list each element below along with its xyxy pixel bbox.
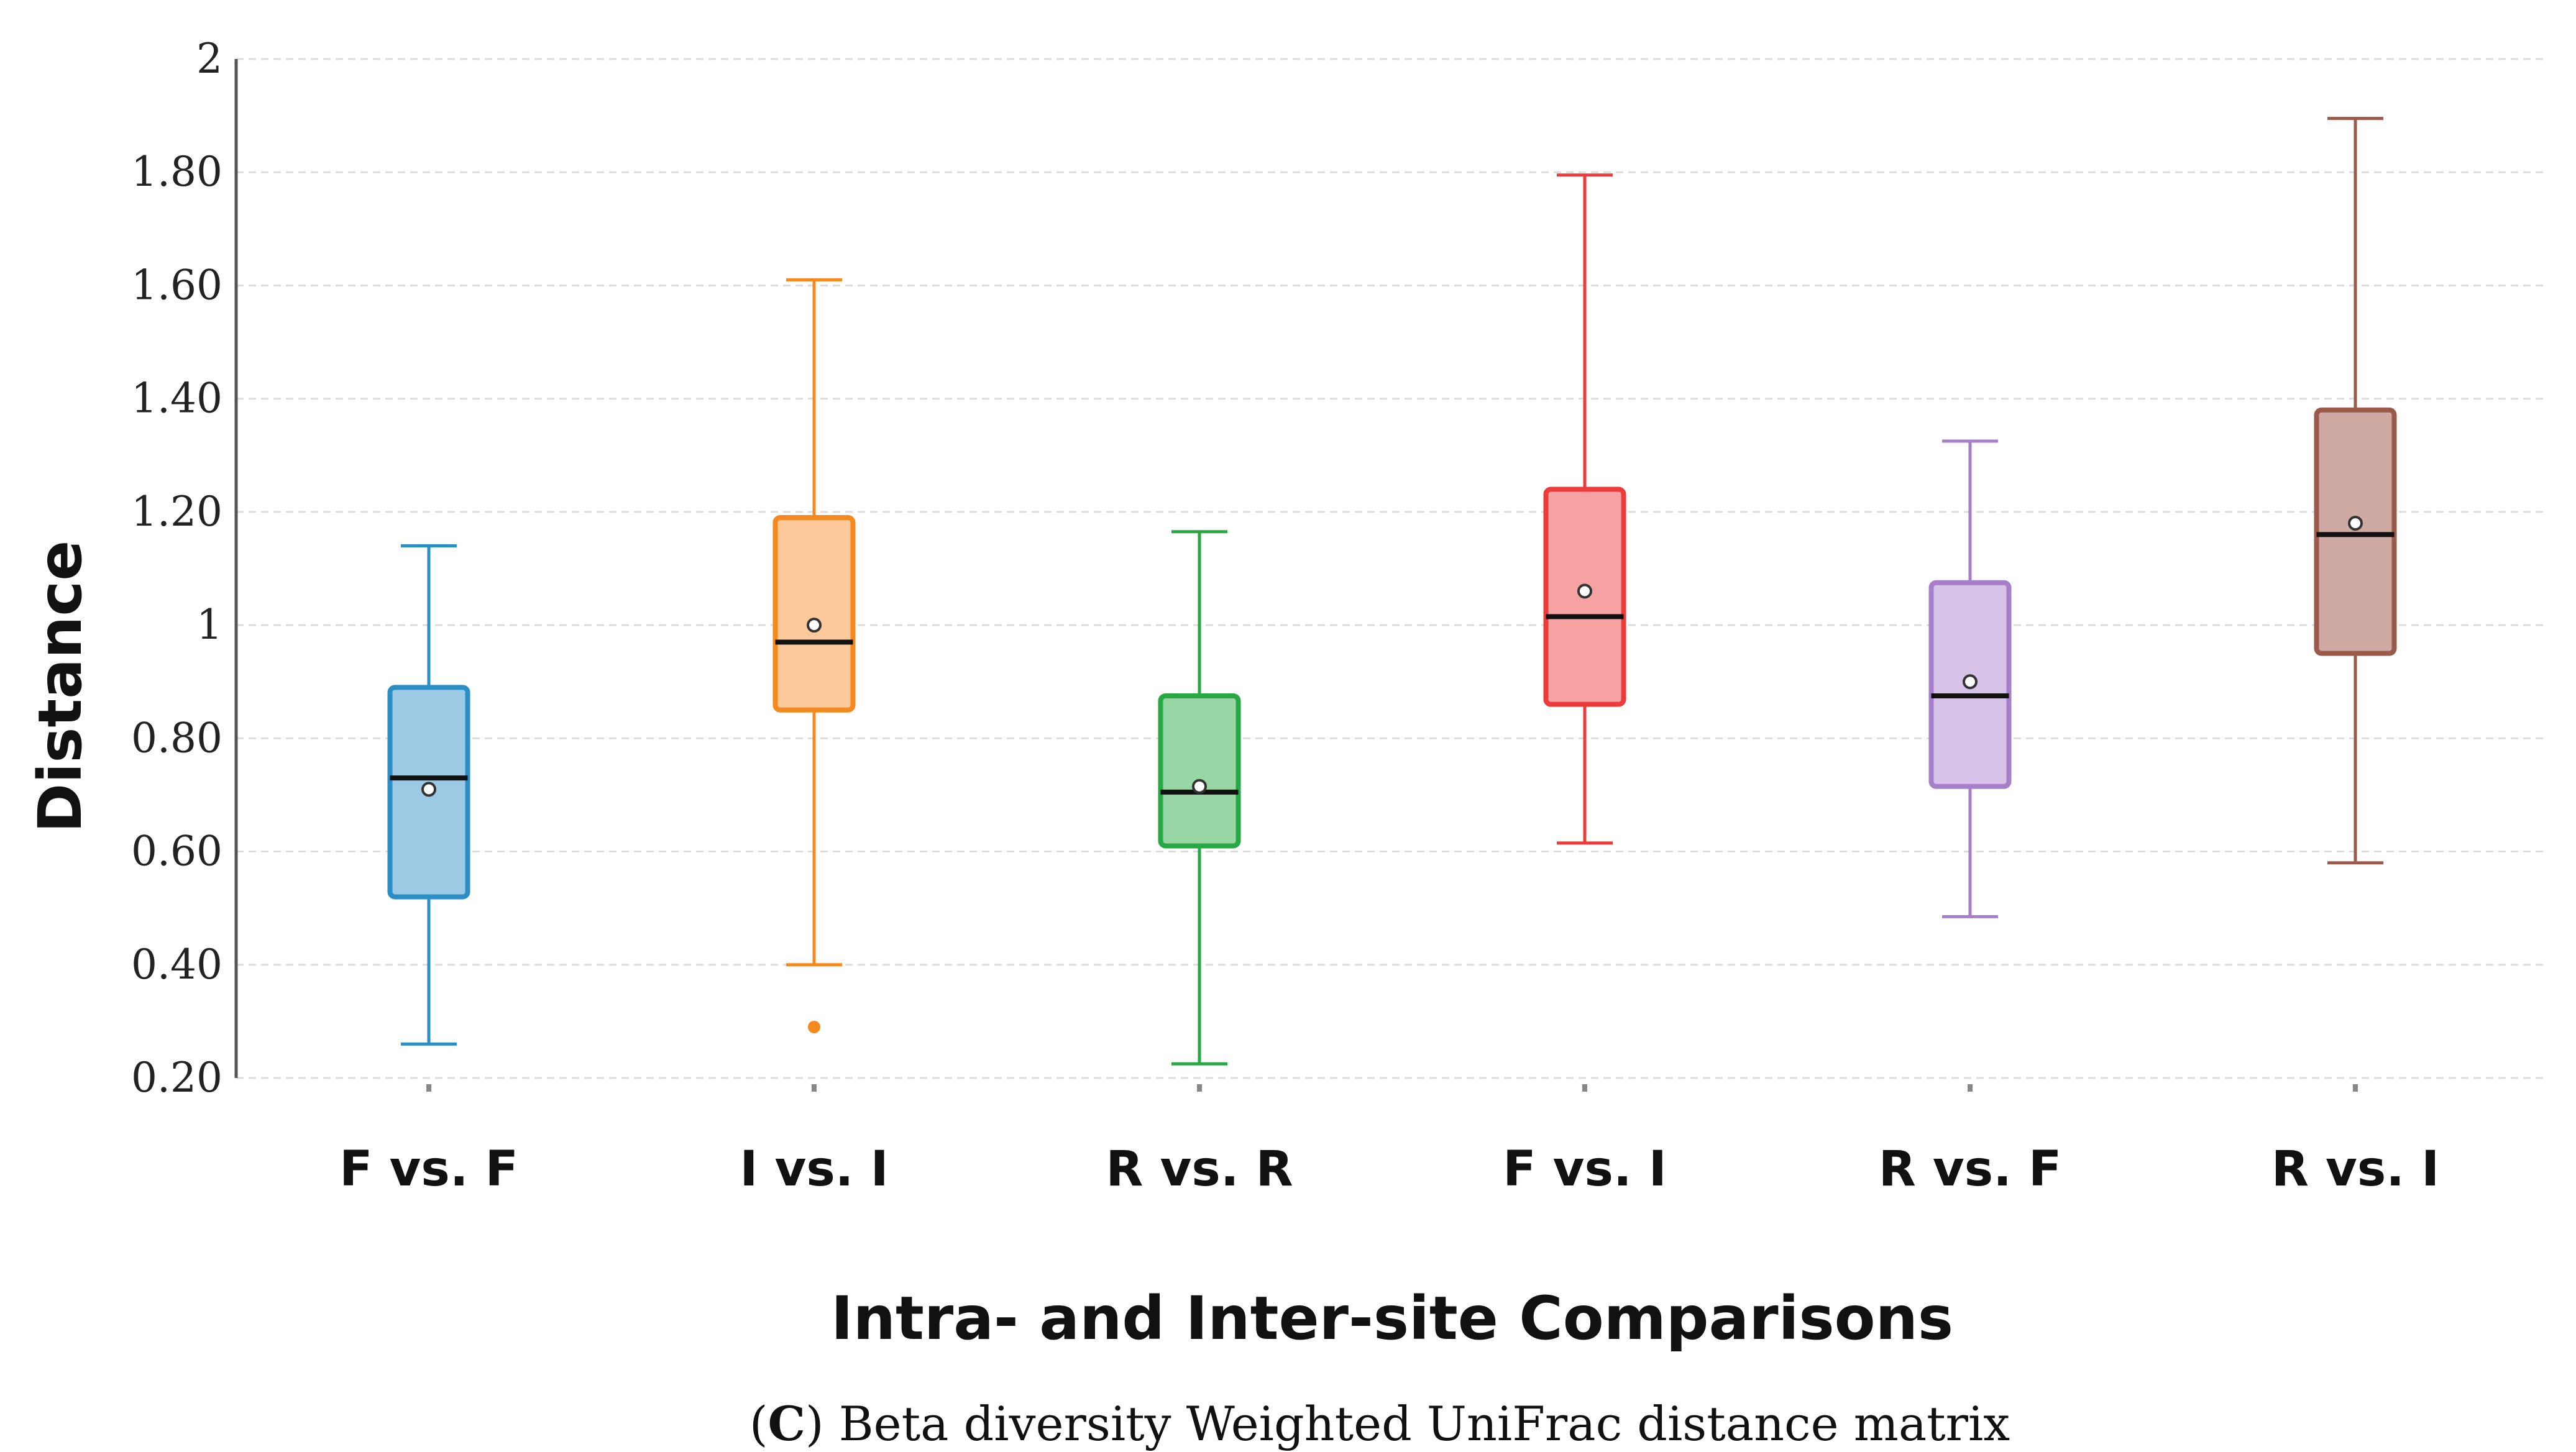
- x-category-label: F vs. I: [1503, 1141, 1667, 1197]
- y-tick-label: 1.80: [131, 148, 222, 196]
- y-axis-ticks: 0.20 0.40 0.60 0.80 1 1.20 1.40 1.60 1.80 2: [131, 35, 222, 1102]
- box-6: [2314, 117, 2397, 865]
- y-axis-title: Distance: [25, 541, 95, 833]
- box-3: [1158, 530, 1241, 1066]
- box-iqr: [1158, 693, 1241, 849]
- outlier-point: [808, 1021, 820, 1033]
- figure-caption: (C) Beta diversity Weighted UniFrac dist…: [749, 1396, 2010, 1451]
- mean-marker: [2348, 516, 2363, 531]
- box-series: [387, 117, 2397, 1066]
- mean-marker: [1963, 674, 1978, 690]
- x-tick: [2353, 1084, 2358, 1092]
- y-tick-label: 1.40: [131, 375, 222, 422]
- caption-text: ) Beta diversity Weighted UniFrac distan…: [805, 1396, 2010, 1451]
- mean-marker: [1192, 779, 1207, 794]
- mean-marker: [421, 782, 436, 797]
- box-5: [1928, 439, 2012, 918]
- y-tick-label: 0.40: [131, 941, 222, 989]
- x-axis-labels: F vs. F I vs. I R vs. R F vs. I R vs. F R vs.…: [339, 1084, 2439, 1197]
- x-category-label: I vs. I: [740, 1141, 888, 1197]
- y-tick-label: 1.20: [131, 488, 222, 536]
- caption-letter: C: [768, 1396, 805, 1451]
- mean-marker: [807, 618, 822, 633]
- y-tick-label: 0.20: [131, 1054, 222, 1102]
- box-iqr: [2314, 407, 2397, 656]
- x-category-label: R vs. F: [1879, 1141, 2062, 1197]
- x-axis-title: Intra- and Inter-site Comparisons: [831, 1284, 1953, 1353]
- box-4: [1543, 173, 1626, 845]
- grid-lines: [236, 58, 2548, 1079]
- y-tick-label: 2: [196, 35, 222, 83]
- x-tick: [1968, 1084, 1973, 1092]
- y-tick-label: 0.80: [131, 714, 222, 762]
- box-2: [772, 278, 856, 1033]
- y-tick-label: 0.60: [131, 828, 222, 875]
- x-tick: [1582, 1084, 1587, 1092]
- x-category-label: R vs. R: [1106, 1141, 1293, 1197]
- x-category-label: R vs. I: [2271, 1141, 2439, 1197]
- mean-marker: [1577, 583, 1592, 599]
- x-tick: [426, 1084, 431, 1092]
- x-tick: [812, 1084, 817, 1092]
- x-tick: [1197, 1084, 1202, 1092]
- box-iqr: [772, 515, 856, 713]
- y-tick-label: 1.60: [131, 261, 222, 309]
- x-category-label: F vs. F: [339, 1141, 518, 1197]
- caption-open-paren: (: [749, 1396, 768, 1451]
- y-tick-label: 1: [196, 601, 222, 649]
- box-1: [387, 544, 470, 1046]
